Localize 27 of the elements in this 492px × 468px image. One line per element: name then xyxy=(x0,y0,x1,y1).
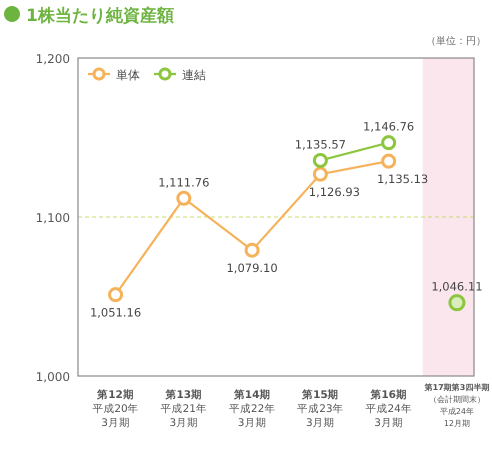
point xyxy=(176,190,192,206)
x-tick-label: 第16期平成24年3月期 xyxy=(365,388,412,429)
data-label: 1,135.13 xyxy=(377,172,428,186)
data-label: 1,126.93 xyxy=(308,185,360,200)
data-label: 1,135.57 xyxy=(294,137,346,152)
point xyxy=(381,154,396,169)
legend-label: 単体 xyxy=(116,68,140,82)
point xyxy=(312,152,328,168)
data-label: 1,051.16 xyxy=(90,306,142,320)
text: （単位：円） xyxy=(426,35,486,47)
x-tick-label: 第15期平成23年3月期 xyxy=(297,388,344,429)
y-tick-label: 1,000 xyxy=(36,370,70,384)
x-tick-label: 第13期平成21年3月期 xyxy=(160,388,208,429)
x-tick-label: 第12期平成20年3月期 xyxy=(92,388,139,429)
data-label: 1,146.76 xyxy=(363,120,414,134)
point xyxy=(381,135,396,150)
point xyxy=(312,166,328,182)
y-tick-label: 1,200 xyxy=(36,52,70,66)
x-tick-label: 第14期平成22年3月期 xyxy=(228,388,276,429)
data-label: 1,111.76 xyxy=(158,175,210,190)
y-tick-label: 1,100 xyxy=(36,211,70,225)
chart-title: 1株当たり純資産額 xyxy=(26,6,174,26)
x-tick-label: 第17期第3四半期（会計期間末）平成24年12月期 xyxy=(424,383,490,428)
point xyxy=(108,287,124,302)
legend-label: 連結 xyxy=(182,68,206,82)
point xyxy=(244,242,260,258)
data-label: 1,079.10 xyxy=(226,261,278,276)
